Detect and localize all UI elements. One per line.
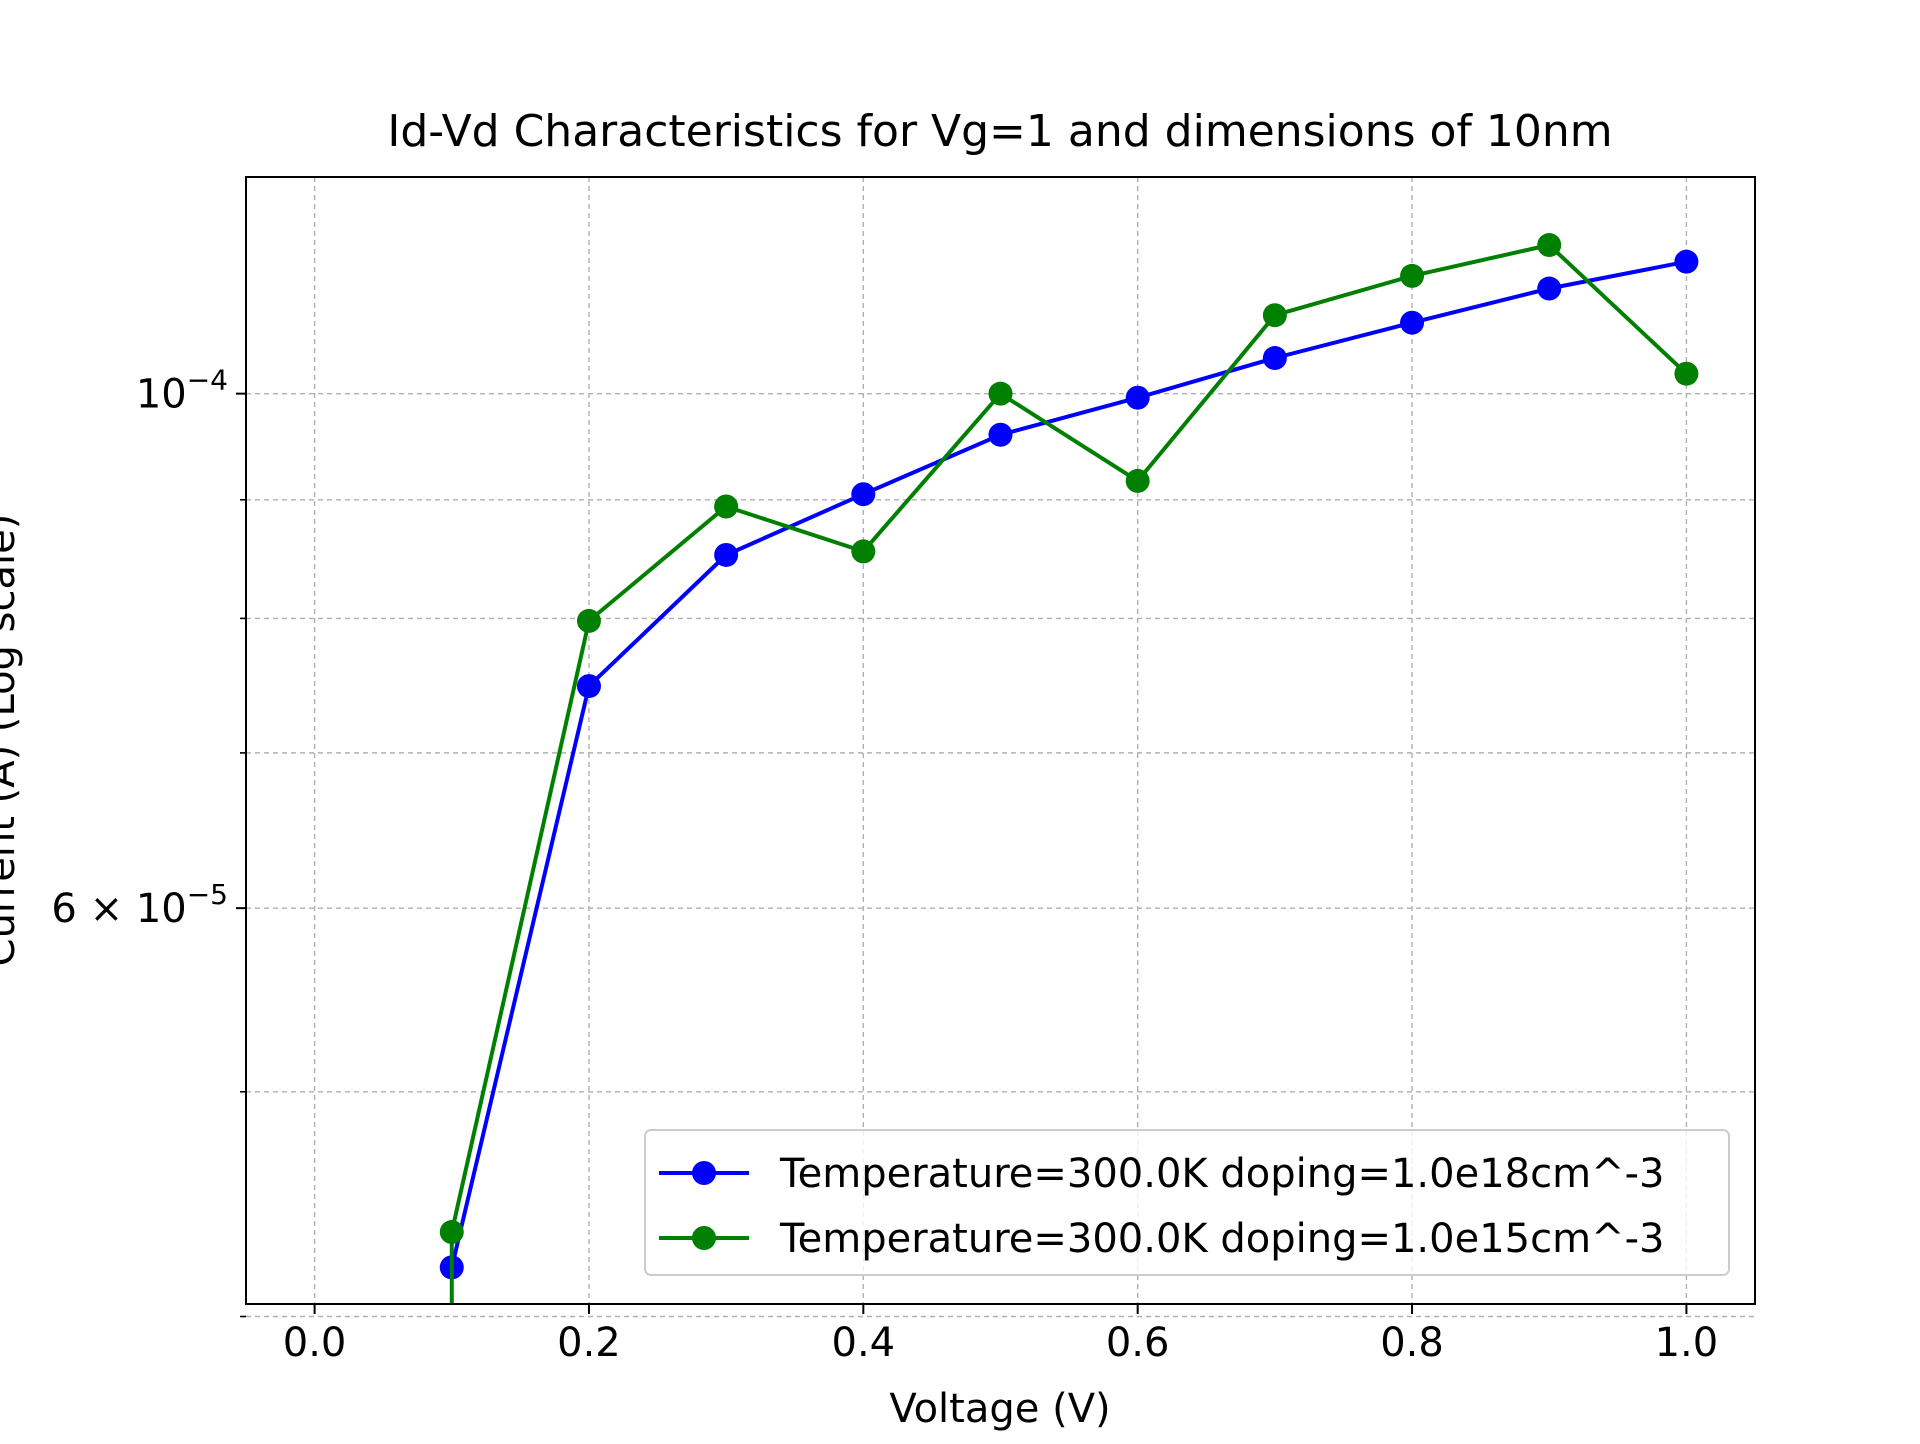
series-1-point	[1400, 310, 1425, 335]
series-2-point	[576, 608, 601, 633]
y-axis-ticks: 10−4 6 × 10−5	[51, 364, 246, 1318]
x-tick-label: 1.0	[1655, 1320, 1719, 1366]
plot-frame	[245, 176, 1756, 1305]
legend-marker-1	[692, 1161, 716, 1185]
y-tick-label: 6 × 10−5	[51, 878, 228, 932]
series-2-point	[714, 494, 739, 519]
series-2-point	[1125, 468, 1150, 493]
series-1-point	[851, 482, 876, 507]
series-1-point	[1262, 346, 1287, 371]
x-axis-ticks: 0.0 0.2 0.4 0.6 0.8 1.0	[283, 1304, 1718, 1366]
legend-box	[644, 1129, 1730, 1276]
series-line-2	[449, 243, 1688, 1233]
series-2-point	[851, 539, 876, 564]
series-1-point	[1537, 276, 1562, 301]
series-1-point	[1674, 249, 1699, 274]
y-axis-label: Current (A) (Log scale)	[0, 514, 24, 967]
series-1-point	[988, 422, 1013, 447]
series-2-point	[1262, 303, 1287, 328]
series-1-point	[714, 542, 739, 567]
x-tick-label: 0.0	[283, 1320, 347, 1366]
y-tick-label: 10−4	[136, 364, 228, 418]
x-tick-label: 0.8	[1380, 1320, 1444, 1366]
series-1-point	[1125, 385, 1150, 410]
legend-label-2: Temperature=300.0K doping=1.0e15cm^-3	[779, 1216, 1664, 1262]
x-axis-label: Voltage (V)	[889, 1386, 1110, 1432]
grid-layer	[246, 177, 1755, 1318]
series-2-point	[1400, 263, 1425, 288]
legend: Temperature=300.0K doping=1.0e18cm^-3 Tem…	[644, 1129, 1730, 1276]
chart-title: Id-Vd Characteristics for Vg=1 and dimen…	[387, 106, 1612, 157]
series-line-1	[449, 259, 1687, 1268]
series-layer	[439, 233, 1699, 1304]
x-tick-label: 0.4	[832, 1320, 896, 1366]
x-tick-label: 0.6	[1106, 1320, 1170, 1366]
series-1-point	[576, 674, 601, 699]
x-tick-label: 0.2	[557, 1320, 621, 1366]
legend-label-1: Temperature=300.0K doping=1.0e18cm^-3	[779, 1151, 1664, 1197]
series-2-point	[1674, 361, 1699, 386]
series-2-point	[988, 381, 1013, 406]
series-2-point	[1537, 233, 1562, 258]
legend-marker-2	[692, 1226, 716, 1250]
